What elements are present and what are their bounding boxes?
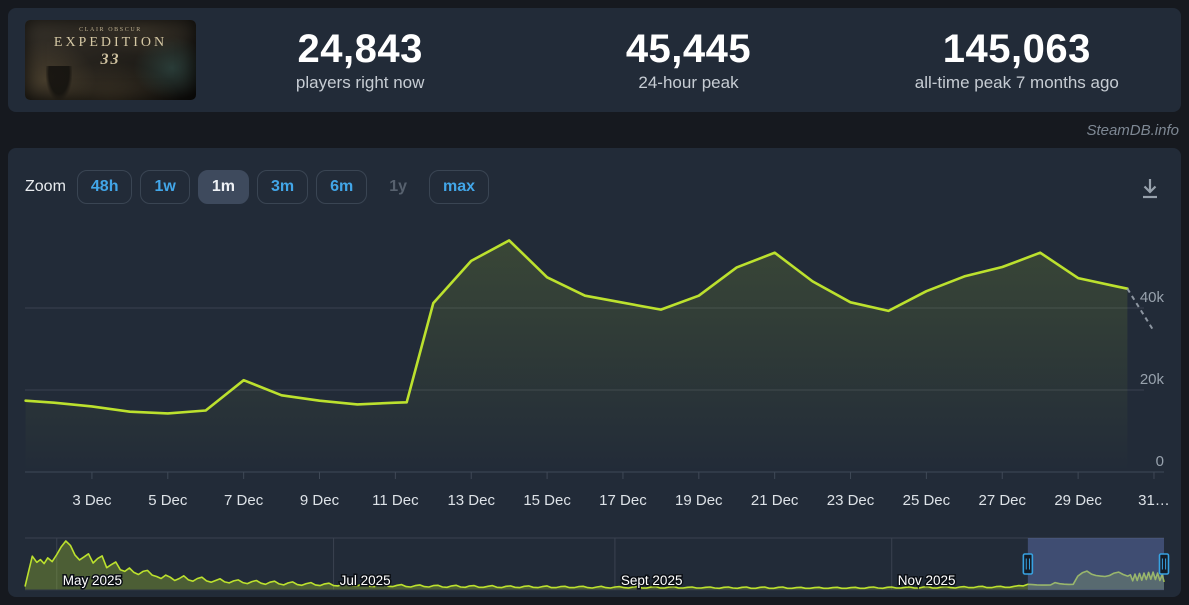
stat-players-now: 24,843 players right now xyxy=(196,28,524,93)
x-axis-label: 5 Dec xyxy=(148,492,188,509)
alltime-peak-label: all-time peak 7 months ago xyxy=(914,72,1119,92)
download-icon xyxy=(1143,179,1157,199)
x-axis-label: 27 Dec xyxy=(978,492,1026,509)
game-capsule-image[interactable]: CLAIR OBSCUR EXPEDITION 33 xyxy=(25,20,196,100)
x-axis-label: 13 Dec xyxy=(447,492,495,509)
players-now-label: players right now xyxy=(295,72,425,92)
capsule-title-small: CLAIR OBSCUR xyxy=(79,27,142,33)
zoom-button-1m[interactable]: 1m xyxy=(197,170,249,204)
chart-card: Zoom 48h 1w 1m 3m 6m 1y max 40k 20k 0 3 Dec 5 Dec 7… xyxy=(8,148,1181,597)
zoom-button-6m[interactable]: 6m xyxy=(316,170,368,204)
player-stats: 24,843 players right now 45,445 24-hour … xyxy=(196,28,1181,93)
x-axis-label: 15 Dec xyxy=(523,492,571,509)
zoom-button-48h[interactable]: 48h xyxy=(76,170,133,204)
x-axis-label: 17 Dec xyxy=(599,492,647,509)
nav-handle-left[interactable] xyxy=(1022,553,1034,575)
zoom-label: Zoom xyxy=(25,178,66,195)
watermark-strip: SteamDB.info xyxy=(8,112,1181,148)
y-axis-label-0: 0 xyxy=(1156,453,1164,470)
x-axis-label: 11 Dec xyxy=(372,492,419,509)
zoom-button-max[interactable]: max xyxy=(429,170,490,204)
chart-toolbar: Zoom 48h 1w 1m 3m 6m 1y max xyxy=(25,170,490,204)
nav-month-label: Nov 2025 xyxy=(898,573,956,588)
nav-selection-window[interactable] xyxy=(1027,538,1164,590)
alltime-peak-value: 145,063 xyxy=(942,26,1091,71)
24h-peak-label: 24-hour peak xyxy=(638,72,739,92)
x-axis-label: 31… xyxy=(1138,492,1170,509)
nav-month-label: Jul 2025 xyxy=(340,573,391,588)
player-line xyxy=(24,239,1129,415)
zoom-button-group: 48h 1w 1m 3m 6m 1y max xyxy=(76,170,490,204)
zoom-button-1y: 1y xyxy=(389,178,407,195)
nav-area-fill xyxy=(25,541,1164,590)
capsule-title-main: EXPEDITION xyxy=(53,35,168,50)
nav-month-label: May 2025 xyxy=(63,573,122,588)
stat-alltime-peak: 145,063 all-time peak 7 months ago xyxy=(853,28,1181,93)
x-axis-label: 29 Dec xyxy=(1054,492,1102,509)
download-button[interactable] xyxy=(1135,174,1165,204)
capsule-title-number: 33 xyxy=(100,51,121,68)
steamdb-watermark: SteamDB.info xyxy=(1086,121,1179,139)
chart-plot-container: 40k 20k 0 3 Dec 5 Dec 7 Dec 9 Dec 11 Dec 13 Dec 1… xyxy=(8,148,1181,597)
zoom-button-1w[interactable]: 1w xyxy=(140,170,190,204)
player-count-chart[interactable]: 40k 20k 0 3 Dec 5 Dec 7 Dec 9 Dec 11 Dec 13 Dec 1… xyxy=(8,148,1181,597)
nav-handle-left-grip xyxy=(1022,553,1034,575)
header-card: CLAIR OBSCUR EXPEDITION 33 24,843 player… xyxy=(8,8,1181,112)
players-now-value: 24,843 xyxy=(297,26,423,71)
nav-handle-right[interactable] xyxy=(1158,553,1170,575)
y-axis-label-20k: 20k xyxy=(1140,371,1165,388)
x-axis-label: 19 Dec xyxy=(675,492,723,509)
x-axis-label: 7 Dec xyxy=(224,492,264,509)
nav-month-label: Sept 2025 xyxy=(621,573,683,588)
y-axis-label-40k: 40k xyxy=(1140,289,1165,306)
x-axis-label: 25 Dec xyxy=(903,492,951,509)
x-axis-label: 23 Dec xyxy=(827,492,875,509)
zoom-button-3m[interactable]: 3m xyxy=(256,170,309,204)
nav-handle-right-grip xyxy=(1158,553,1170,575)
stat-24h-peak: 45,445 24-hour peak xyxy=(524,28,852,93)
24h-peak-value: 45,445 xyxy=(625,26,752,71)
x-axis-label: 3 Dec xyxy=(72,492,112,509)
area-fill xyxy=(25,240,1128,472)
x-axis-label: 21 Dec xyxy=(751,492,799,509)
x-axis-label: 9 Dec xyxy=(300,492,340,509)
nav-line xyxy=(24,540,1165,590)
